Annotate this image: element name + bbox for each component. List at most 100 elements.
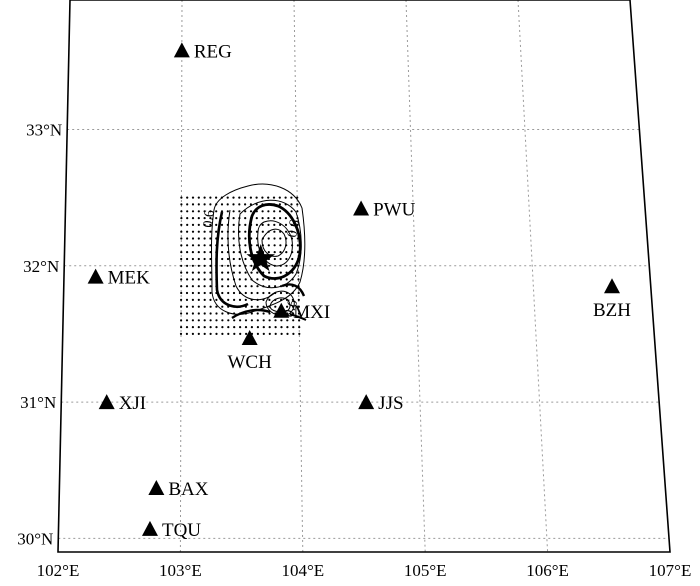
grid-dot — [209, 271, 212, 274]
grid-dot — [221, 332, 224, 335]
grid-dot — [272, 196, 276, 199]
grid-dot — [291, 257, 294, 261]
grid-dot — [197, 285, 200, 288]
grid-dot — [256, 271, 259, 274]
grid-dot — [203, 210, 206, 213]
grid-dot — [209, 210, 212, 213]
grid-dot — [292, 326, 295, 329]
grid-dot — [233, 298, 236, 301]
grid-dot — [250, 285, 253, 288]
grid-dot — [297, 278, 300, 281]
grid-dot — [244, 196, 247, 199]
grid-dot — [232, 223, 235, 226]
grid-dot — [186, 257, 189, 261]
grid-dot — [180, 257, 183, 261]
grid-dot — [180, 244, 183, 247]
grid-dot — [209, 326, 212, 329]
grid-dot — [191, 291, 194, 295]
grid-dot — [232, 271, 235, 274]
grid-dot — [209, 223, 212, 226]
grid-dot — [227, 285, 230, 288]
grid-dot — [221, 319, 224, 322]
grid-dot — [244, 326, 248, 329]
grid-dot — [226, 264, 230, 267]
grid-dot — [209, 298, 212, 301]
grid-dot — [279, 217, 282, 220]
grid-dot — [274, 285, 277, 288]
grid-dot — [233, 332, 236, 335]
grid-dot — [180, 326, 183, 329]
grid-dot — [286, 326, 289, 329]
grid-dot — [209, 319, 212, 322]
grid-dot — [285, 251, 288, 254]
grid-dot — [221, 257, 224, 261]
grid-dot — [268, 291, 271, 295]
grid-dot — [297, 291, 300, 295]
grid-dot — [191, 271, 194, 274]
grid-dot — [239, 332, 242, 335]
grid-dot — [180, 285, 183, 288]
grid-dot — [290, 230, 293, 233]
grid-dot — [209, 264, 212, 267]
grid-dot — [250, 291, 253, 295]
grid-dot — [215, 298, 218, 301]
grid-dot — [232, 285, 236, 288]
grid-dot — [232, 210, 235, 213]
station-reg: REG — [173, 41, 232, 62]
station-pwu: PWU — [353, 200, 416, 221]
grid-dot — [221, 285, 224, 288]
station-triangle-icon — [273, 302, 290, 318]
grid-dot — [244, 291, 247, 295]
grid-dot — [191, 298, 194, 301]
grid-dot — [227, 278, 230, 281]
grid-dot — [256, 244, 259, 247]
grid-dot — [209, 312, 212, 315]
grid-dot — [261, 230, 264, 233]
grid-dot — [209, 230, 212, 233]
grid-dot — [286, 332, 289, 335]
grid-dot — [180, 230, 183, 233]
grid-dot — [203, 244, 206, 247]
grid-dot — [249, 196, 252, 199]
grid-dot — [298, 332, 301, 335]
contour-label-west: 0.6 — [201, 209, 218, 228]
grid-dot — [221, 312, 224, 315]
grid-dot — [239, 319, 242, 322]
grid-dot — [220, 210, 224, 213]
grid-dot — [197, 237, 200, 240]
grid-dot — [262, 326, 265, 329]
grid-dot — [232, 203, 235, 206]
grid-dot — [197, 332, 200, 335]
grid-dot — [244, 257, 247, 261]
grid-dot — [250, 312, 253, 315]
grid-dot — [221, 291, 224, 295]
grid-dot — [232, 251, 235, 254]
grid-dot — [197, 264, 200, 267]
grid-dot — [180, 251, 183, 254]
grid-dot — [186, 237, 189, 240]
grid-dot — [256, 326, 259, 329]
grid-dot — [238, 298, 242, 301]
grid-dot — [227, 332, 230, 335]
grid-dot — [232, 196, 235, 199]
grid-dot — [232, 257, 235, 261]
grid-dot — [267, 244, 270, 247]
grid-dot — [191, 196, 195, 199]
grid-dot — [203, 223, 206, 226]
grid-dot — [191, 251, 194, 254]
grid-dot — [244, 278, 247, 281]
grid-dot — [186, 264, 189, 267]
grid-dot — [278, 210, 282, 213]
grid-dot — [209, 332, 212, 335]
grid-dot — [215, 217, 218, 220]
search-grid-dots — [179, 196, 301, 335]
grid-dot — [203, 257, 206, 261]
grid-dot — [203, 305, 206, 308]
station-label: TQU — [162, 520, 201, 541]
grid-dot — [292, 332, 295, 335]
grid-dot — [262, 278, 265, 281]
grid-dot — [215, 312, 218, 315]
grid-dot — [185, 305, 189, 308]
grid-dot — [244, 298, 247, 301]
grid-dot — [280, 319, 283, 322]
